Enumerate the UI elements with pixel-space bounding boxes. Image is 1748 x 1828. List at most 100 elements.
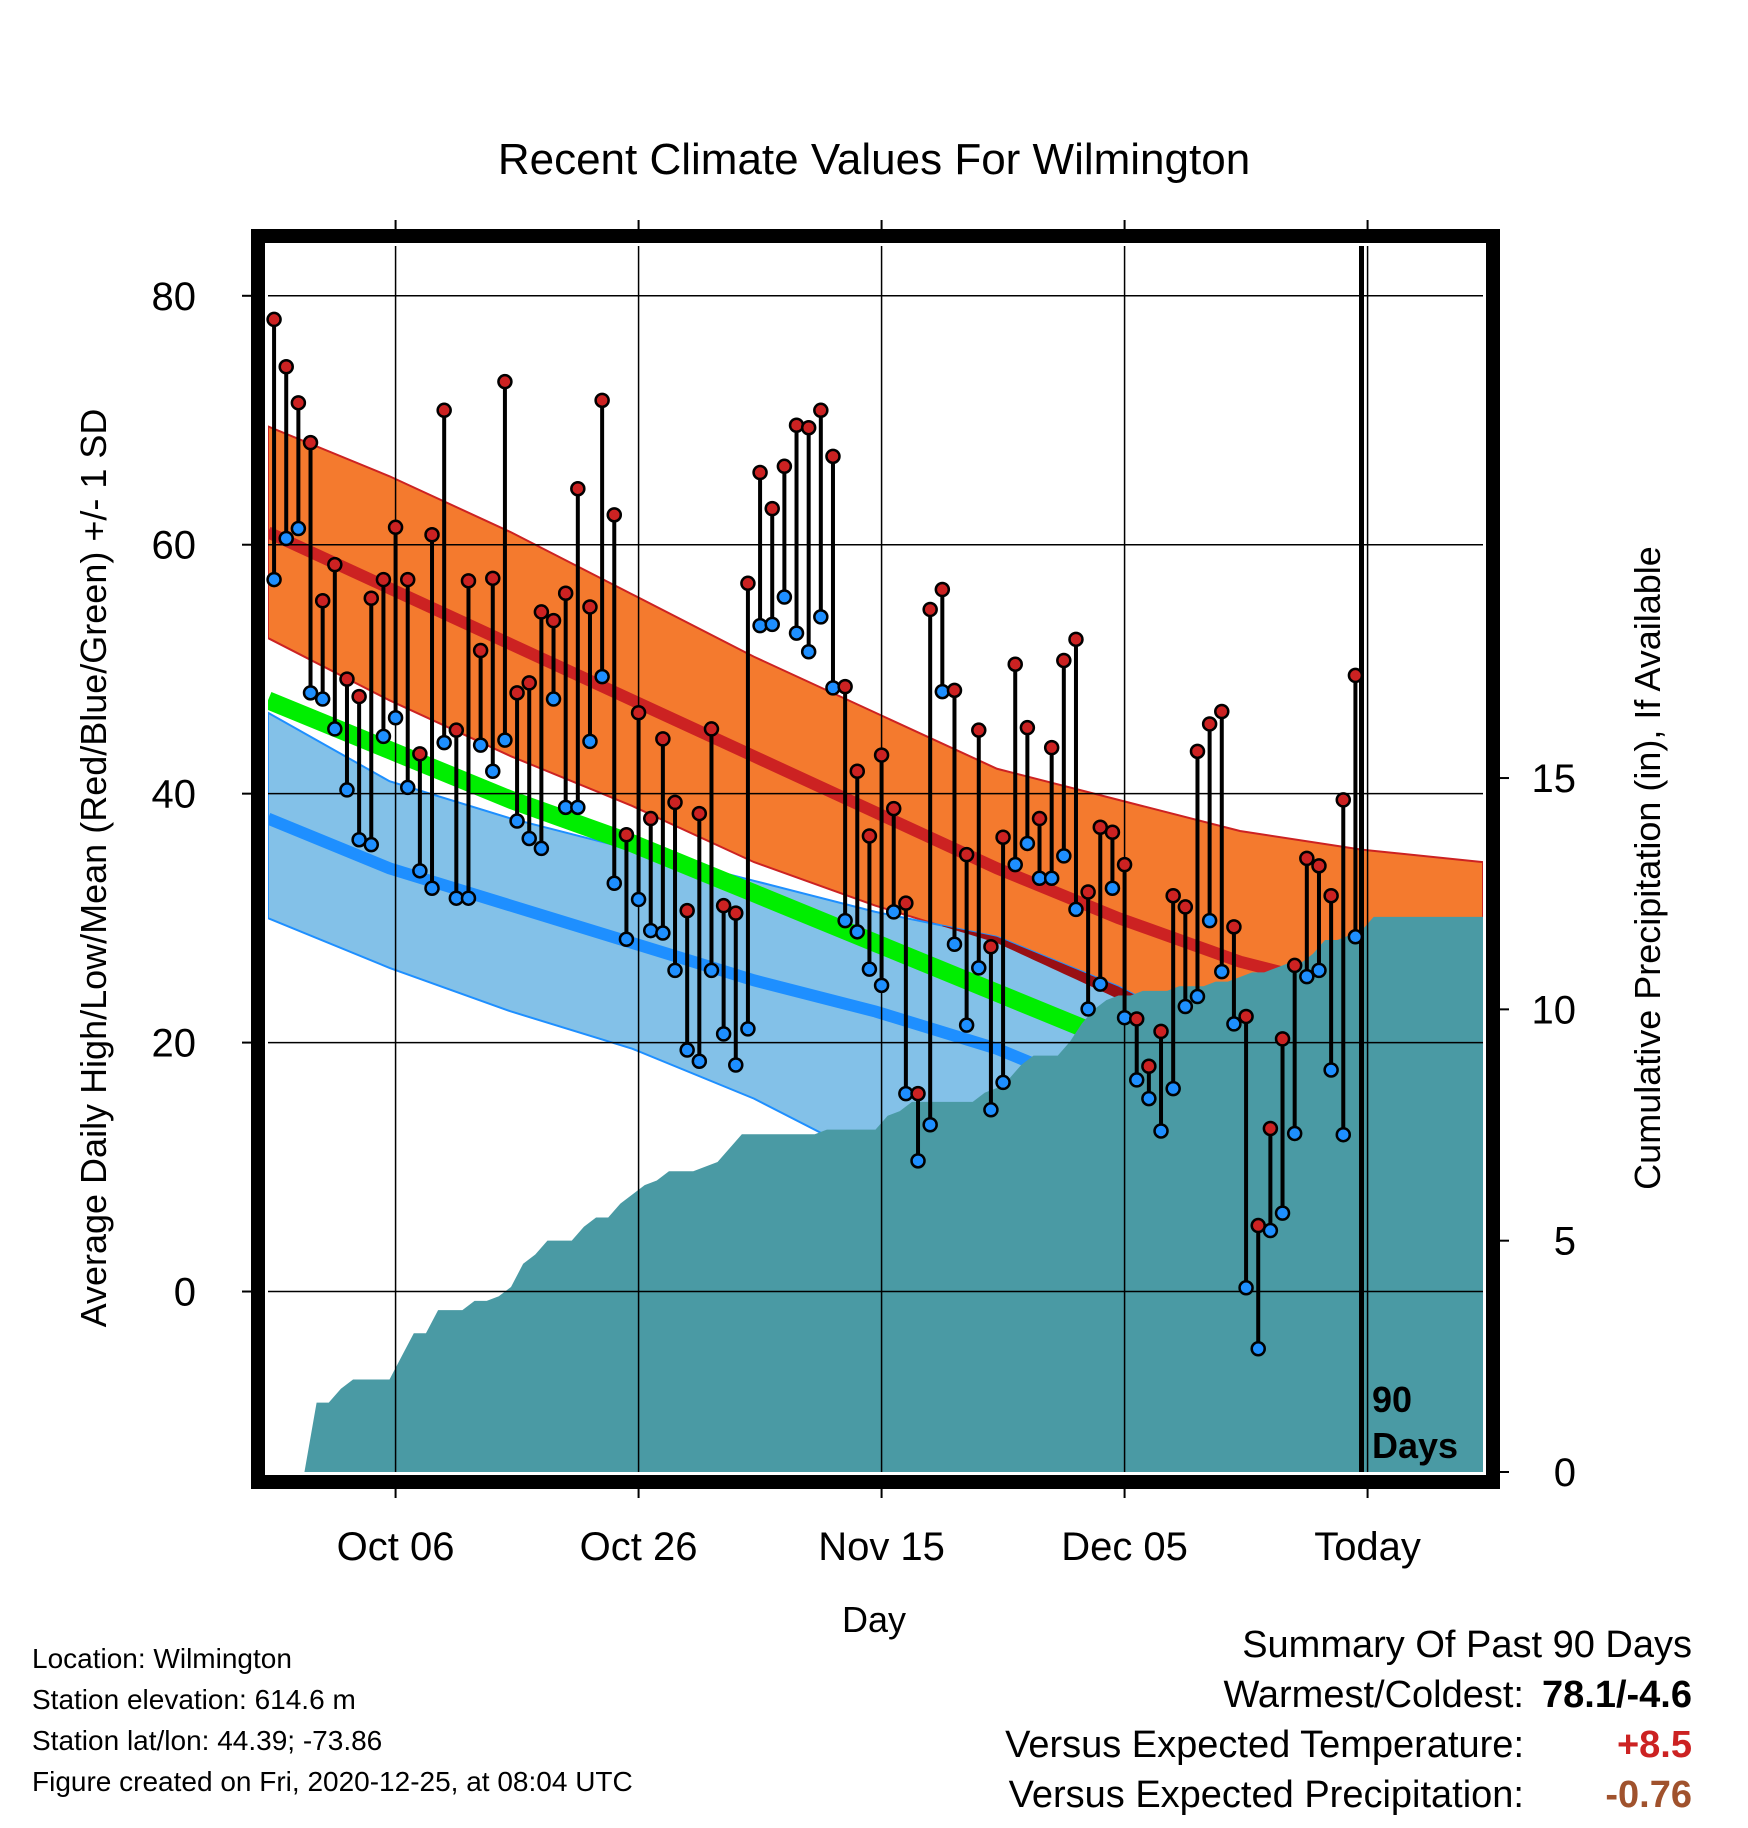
daily-high-point — [521, 675, 537, 691]
daily-high-point — [837, 678, 853, 695]
daily-low-point — [1226, 1016, 1242, 1032]
daily-high-point — [485, 570, 501, 587]
right-y-axis-label: Cumulative Precipitation (in), If Availa… — [1627, 546, 1668, 1190]
y-tick-label: 80 — [152, 275, 197, 319]
grid — [268, 246, 1483, 1472]
daily-high-point — [1201, 716, 1218, 732]
daily-low-point — [339, 782, 355, 798]
daily-high-point — [1274, 1031, 1291, 1047]
daily-high-point — [570, 480, 586, 497]
daily-high-point — [1007, 656, 1023, 672]
daily-high-point — [655, 731, 671, 747]
days-marker-label-1: 90 — [1372, 1379, 1412, 1420]
x-tick-label: Dec 05 — [1061, 1525, 1188, 1569]
summary-panel: Summary Of Past 90 Days Warmest/Coldest:… — [1005, 1620, 1692, 1820]
daily-low-point — [728, 1057, 744, 1073]
daily-low-point — [436, 734, 452, 751]
created-text: Figure created on Fri, 2020-12-25, at 08… — [32, 1766, 633, 1797]
right-y-axis-ticks: 0 5 10 15 — [1493, 757, 1576, 1495]
daily-low-point — [1250, 1341, 1266, 1357]
daily-low-point — [885, 904, 902, 920]
daily-high-point — [1116, 856, 1133, 873]
daily-low-point — [703, 962, 720, 979]
daily-low-point — [910, 1153, 926, 1169]
daily-high-point — [679, 902, 695, 919]
warmest-label: Warmest/Coldest: — [1223, 1674, 1524, 1716]
daily-high-point — [1153, 1023, 1169, 1040]
daily-high-point — [1335, 792, 1352, 808]
daily-high-point — [898, 895, 914, 911]
x-axis-ticks: Oct 06 Oct 26 Nov 15 Dec 05 Today — [337, 220, 1421, 1569]
daily-high-point — [728, 905, 744, 921]
daily-high-point — [995, 829, 1011, 845]
precipitation-area — [268, 916, 1483, 1472]
daily-low-point — [485, 763, 501, 780]
daily-low-point — [667, 962, 683, 979]
daily-high-point — [557, 585, 574, 602]
daily-low-point — [363, 836, 380, 853]
daily-low-point — [655, 925, 671, 941]
x-tick-label: Nov 15 — [818, 1525, 945, 1569]
latlon-text: Station lat/lon: 44.39; -73.86 — [32, 1725, 383, 1756]
daily-low-point — [764, 616, 780, 633]
daily-high-point — [630, 705, 647, 721]
daily-high-point — [1080, 884, 1096, 900]
right-tick-label: 0 — [1554, 1451, 1576, 1495]
daily-high-point — [849, 763, 866, 780]
daily-high-point — [971, 722, 987, 738]
daily-low-point — [1128, 1072, 1145, 1088]
daily-high-point — [448, 722, 465, 738]
daily-high-point — [788, 417, 805, 433]
daily-low-point — [399, 779, 416, 796]
daily-high-point — [606, 507, 623, 523]
daily-low-point — [1335, 1126, 1352, 1143]
daily-high-point — [278, 358, 294, 375]
daily-high-point — [290, 395, 307, 411]
daily-low-point — [533, 840, 550, 857]
daily-low-point — [1104, 880, 1121, 896]
daily-high-point — [691, 805, 708, 822]
daily-low-point — [1141, 1090, 1157, 1107]
y-tick-label: 60 — [152, 524, 197, 568]
daily-high-point — [1141, 1058, 1157, 1074]
right-tick-label: 15 — [1532, 757, 1577, 801]
daily-low-point — [1080, 1001, 1096, 1017]
x-tick-label: Oct 26 — [580, 1525, 698, 1569]
left-y-axis-ticks: 0 20 40 60 80 — [152, 275, 258, 1315]
daily-high-point — [1262, 1120, 1279, 1137]
daily-low-point — [314, 691, 331, 707]
daily-high-point — [1311, 858, 1327, 874]
temp-value: +8.5 — [1616, 1724, 1692, 1766]
precip-value: -0.76 — [1605, 1774, 1692, 1816]
daily-high-point — [1068, 631, 1084, 648]
daily-high-point — [1031, 810, 1048, 827]
summary-warmest-row: Warmest/Coldest: 78.1/-4.6 — [1005, 1670, 1692, 1720]
daily-low-point — [1165, 1080, 1181, 1097]
daily-high-point — [1238, 1008, 1254, 1025]
daily-low-point — [1323, 1062, 1339, 1078]
daily-low-point — [1299, 968, 1315, 985]
daily-low-point — [983, 1102, 999, 1118]
daily-high-point — [1189, 743, 1206, 760]
x-axis-label: Day — [842, 1599, 906, 1640]
daily-high-point — [1299, 850, 1315, 867]
daily-low-point — [800, 644, 817, 660]
daily-high-point — [740, 575, 756, 592]
daily-high-point — [800, 419, 817, 436]
daily-low-point — [1068, 901, 1084, 918]
chart-title: Recent Climate Values For Wilmington — [498, 135, 1250, 184]
daily-high-point — [958, 846, 975, 863]
days-marker-label-2: Days — [1372, 1425, 1458, 1466]
daily-points — [266, 311, 1364, 1357]
y-tick-label: 0 — [174, 1271, 196, 1315]
daily-low-point — [1274, 1205, 1291, 1221]
daily-high-point — [813, 402, 829, 419]
daily-low-point — [1056, 848, 1072, 864]
daily-low-point — [837, 912, 853, 929]
daily-low-point — [460, 890, 477, 906]
daily-low-point — [813, 609, 829, 625]
daily-low-point — [521, 830, 537, 847]
daily-high-point — [424, 527, 440, 543]
daily-low-point — [278, 530, 294, 547]
daily-high-point — [885, 800, 902, 817]
